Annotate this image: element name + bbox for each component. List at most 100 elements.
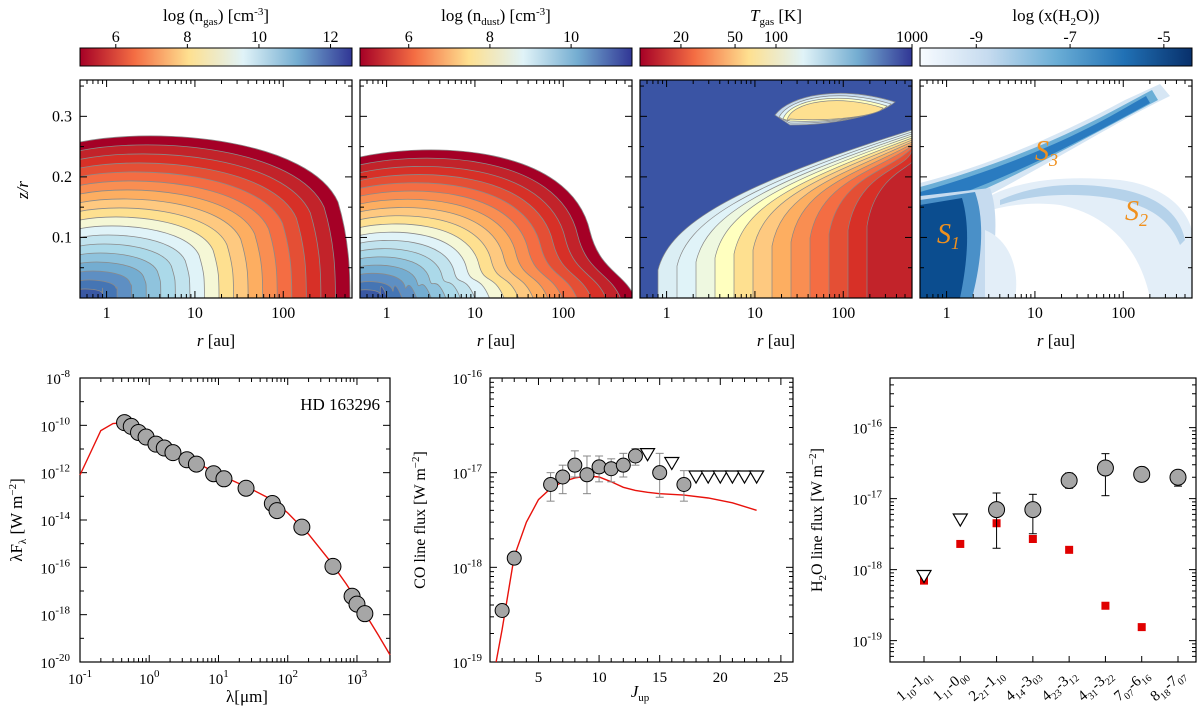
data-point [268,502,286,520]
colorbar-tick-label: 20 [673,29,689,46]
upper-limit [736,470,753,485]
x-tick-label: 25 [773,670,788,686]
colorbar [359,47,633,67]
colorbar-ticks: -9 -7 -5 [970,29,1171,48]
gas-temperature-map: Tgas [K] 20 50 100 1000 1 10 100 r [au] [639,6,928,350]
x-tick-label: 221-110 [966,667,1009,707]
plot-frame [919,79,1193,299]
colorbar-label: Tgas [K] [750,6,802,28]
tick-label: 10-12 [40,463,70,483]
data-point [555,469,571,485]
model-point [1101,601,1110,610]
model-line [79,421,391,656]
upper-limit [952,513,969,528]
density-contours [360,80,632,298]
x-axis-label: λ[μm] [226,687,268,706]
contour-level [80,287,103,298]
tick-label: 10-17 [452,463,482,483]
upper-limit [724,470,741,485]
colorbar [639,47,913,67]
colorbar-tick-label: 6 [405,29,413,46]
x-tick-label: 10 [592,670,607,686]
tick-label: 101 [208,668,229,688]
colorbar-tick-label: 6 [112,29,120,46]
region-label-s3: S3 [1035,136,1058,170]
colorbar-ticks: 6 8 10 [405,29,579,48]
data-point [237,479,255,497]
colorbar [79,47,353,67]
data-point [356,605,374,623]
tick-label: 10-10 [40,415,70,435]
model-point [1065,545,1074,554]
tick-label: 10-1 [68,668,92,688]
x-tick-label: 1 [383,305,391,322]
data-point [988,501,1006,519]
colorbar-tick-label: -9 [970,29,983,46]
tick-label: 102 [277,668,298,688]
sed-plot: 10-1 100 101 102 103 10-20 10-18 10-16 10-14 10-1… [7,368,391,706]
data-point [1096,459,1114,477]
observed-points [494,448,765,618]
y-axis-label: λFλ [W m−2] [7,478,29,562]
colorbar-tick-label: 8 [486,29,494,46]
co-ladder-plot: 5 10 15 20 25 10-19 10-18 10-17 10-16 Jup CO lin… [410,368,794,704]
colorbar-tick-label: 10 [563,29,579,46]
tick-label: 103 [347,668,368,688]
colorbar-tick-label: 1000 [896,29,928,46]
x-tick-label: 10 [187,305,203,322]
temperature-contours [640,80,912,298]
x-axis-label: r [au] [1037,331,1075,350]
tick-label: 10-8 [46,368,71,388]
tick-label: 10-19 [452,652,482,672]
x-tick-label: 100 [551,305,575,322]
model-curve [79,421,391,656]
model-point [956,539,965,548]
tick-label: 10-16 [852,418,882,438]
temperature-plume [786,100,884,122]
axis-ticks: 1 10 100 [359,80,633,322]
temperature-band [866,151,912,298]
axis-ticks: 10-19 10-18 10-17 10-16 110-101111-000221-11… [852,377,1196,707]
x-tick-label: 5 [535,670,543,686]
data-point [615,457,631,473]
tick-label: 10-17 [852,489,882,509]
gas-density-map: log (ngas) [cm-3] 6 8 10 12 1 10 100 0.1 0.2 0.3… [13,6,353,350]
y-tick-label: 0.3 [52,108,72,125]
model-line [495,475,757,663]
upper-limit [748,470,765,485]
y-tick-label: 0.1 [52,229,72,246]
model-point [1137,623,1146,632]
data-point [652,465,668,481]
x-tick-label: 414-303 [1003,667,1046,707]
dust-density-map: log (ndust) [cm-3] 6 8 10 1 10 100 r [au] [359,6,633,350]
axis-ticks: 1 10 100 0.1 0.2 0.3 [52,80,353,322]
colorbar-tick-label: 10 [251,29,267,46]
plot-frame [889,377,1197,663]
tick-label: 100 [139,668,160,688]
x-tick-label: 10 [747,305,763,322]
x-tick-label: 1 [103,305,111,322]
data-point [494,602,510,618]
data-point [1133,465,1151,483]
colorbar [919,47,1193,67]
tick-label: 10-18 [852,560,882,580]
plot-frame [79,79,353,299]
x-tick-label: 10 [1027,305,1043,322]
data-point [676,476,692,492]
x-axis-label: r [au] [197,331,235,350]
plot-title: HD 163296 [300,395,380,414]
observed-points [116,414,374,623]
x-tick-label: 1 [943,305,951,322]
water-abundance-map: log (x(H2O)) -9 -7 -5 S1 S2 S3 1 10 100 r [a… [919,6,1193,350]
tick-label: 10-19 [852,631,882,651]
plot-frame [359,79,633,299]
upper-limit [915,569,933,584]
axis-ticks: 10-1 100 101 102 103 10-20 10-18 10-16 10-14 10-1… [40,368,391,688]
upper-limit [663,456,680,471]
colorbar-ticks: 6 8 10 12 [112,29,339,48]
data-point [543,476,559,492]
y-axis-label: H2O line flux [W m−2] [807,448,829,592]
data-point [324,557,342,575]
y-axis-label: z/r [13,181,32,200]
